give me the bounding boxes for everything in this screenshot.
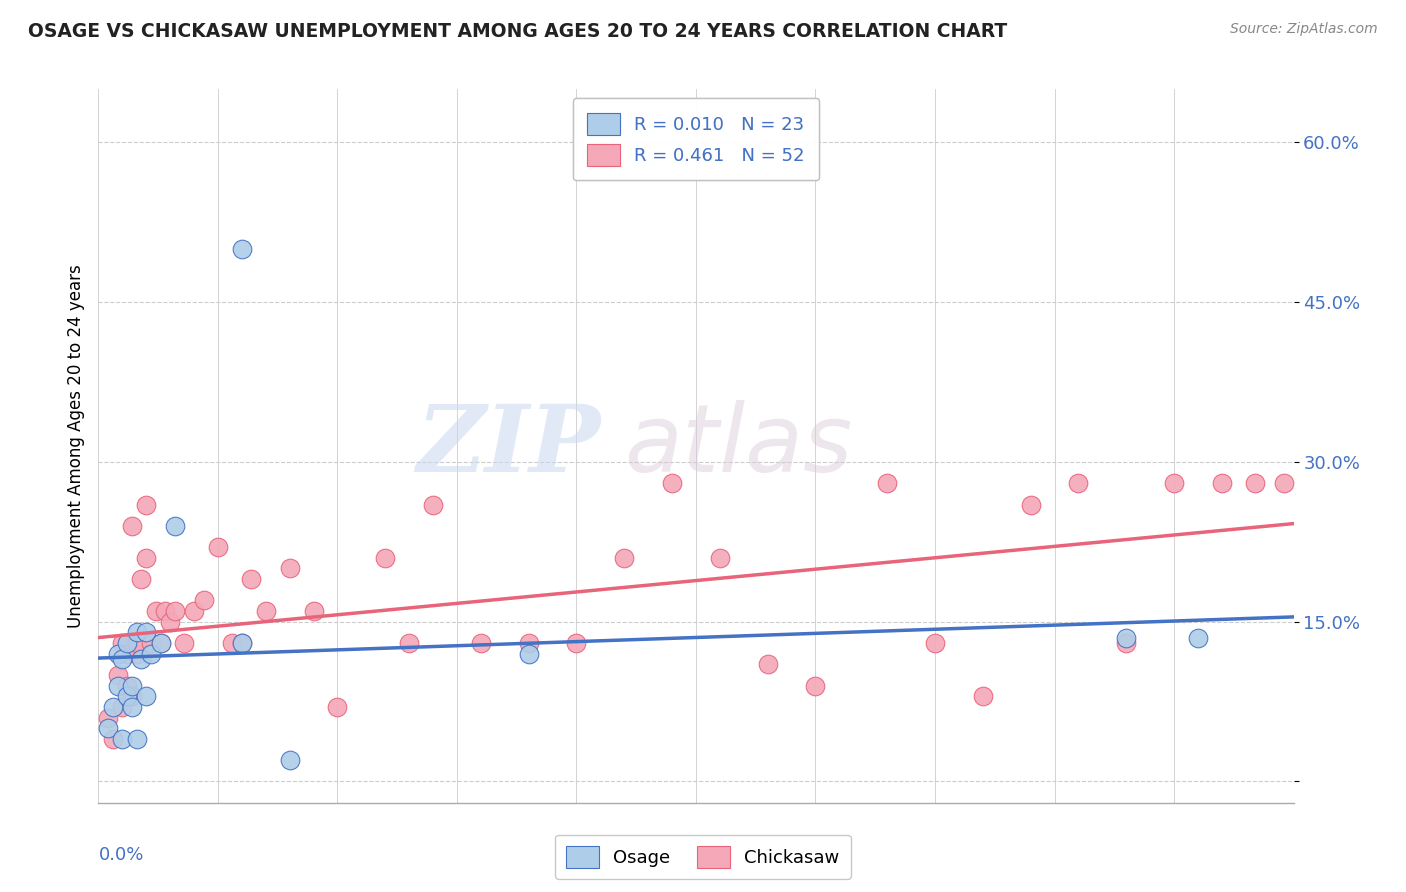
Point [135,498,157,512]
Point [139,636,162,650]
Point [972,690,994,704]
Point [111,731,134,746]
Point [231,636,253,650]
Point [115,636,138,650]
Point [121,519,143,533]
Point [302,604,325,618]
Point [231,242,253,256]
Point [1187,631,1209,645]
Point [135,625,157,640]
Point [221,636,243,650]
Point [139,647,162,661]
Point [135,550,157,565]
Point [398,636,420,650]
Point [804,679,827,693]
Text: OSAGE VS CHICKASAW UNEMPLOYMENT AMONG AGES 20 TO 24 YEARS CORRELATION CHART: OSAGE VS CHICKASAW UNEMPLOYMENT AMONG AG… [28,22,1007,41]
Point [661,476,683,491]
Point [517,647,540,661]
Point [111,652,134,666]
Point [254,604,277,618]
Point [876,476,898,491]
Point [207,540,229,554]
Point [131,652,153,666]
Text: atlas: atlas [624,401,852,491]
Point [125,647,148,661]
Point [517,636,540,650]
Point [131,572,153,586]
Point [1067,476,1090,491]
Point [125,636,148,650]
Point [149,636,172,650]
Point [107,679,129,693]
Point [101,731,124,746]
Point [422,498,444,512]
Point [149,636,172,650]
Point [1244,476,1267,491]
Point [1163,476,1185,491]
Point [107,668,129,682]
Legend: Osage, Chickasaw: Osage, Chickasaw [555,835,851,879]
Point [326,700,349,714]
Point [278,753,301,767]
Text: ZIP: ZIP [416,401,600,491]
Point [125,625,148,640]
Point [115,690,138,704]
Point [470,636,492,650]
Point [374,550,396,565]
Point [111,636,134,650]
Point [125,731,148,746]
Point [278,561,301,575]
Point [240,572,263,586]
Point [121,690,143,704]
Point [121,679,143,693]
Point [756,657,779,672]
Point [613,550,636,565]
Point [1115,636,1137,650]
Point [97,710,120,724]
Point [924,636,946,650]
Point [145,604,167,618]
Point [1272,476,1295,491]
Point [107,647,129,661]
Point [121,700,143,714]
Point [565,636,588,650]
Point [135,690,157,704]
Point [1211,476,1233,491]
Point [1019,498,1042,512]
Point [193,593,215,607]
Point [709,550,731,565]
Point [159,615,181,629]
Point [115,647,138,661]
Point [163,604,186,618]
Legend: R = 0.010   N = 23, R = 0.461   N = 52: R = 0.010 N = 23, R = 0.461 N = 52 [572,98,820,180]
Point [183,604,205,618]
Point [101,700,124,714]
Point [173,636,195,650]
Y-axis label: Unemployment Among Ages 20 to 24 years: Unemployment Among Ages 20 to 24 years [66,264,84,628]
Point [163,519,186,533]
Point [1115,631,1137,645]
Point [115,679,138,693]
Point [111,700,134,714]
Text: Source: ZipAtlas.com: Source: ZipAtlas.com [1230,22,1378,37]
Point [97,721,120,735]
Point [155,604,177,618]
Point [231,636,253,650]
Text: 0.0%: 0.0% [98,846,143,863]
